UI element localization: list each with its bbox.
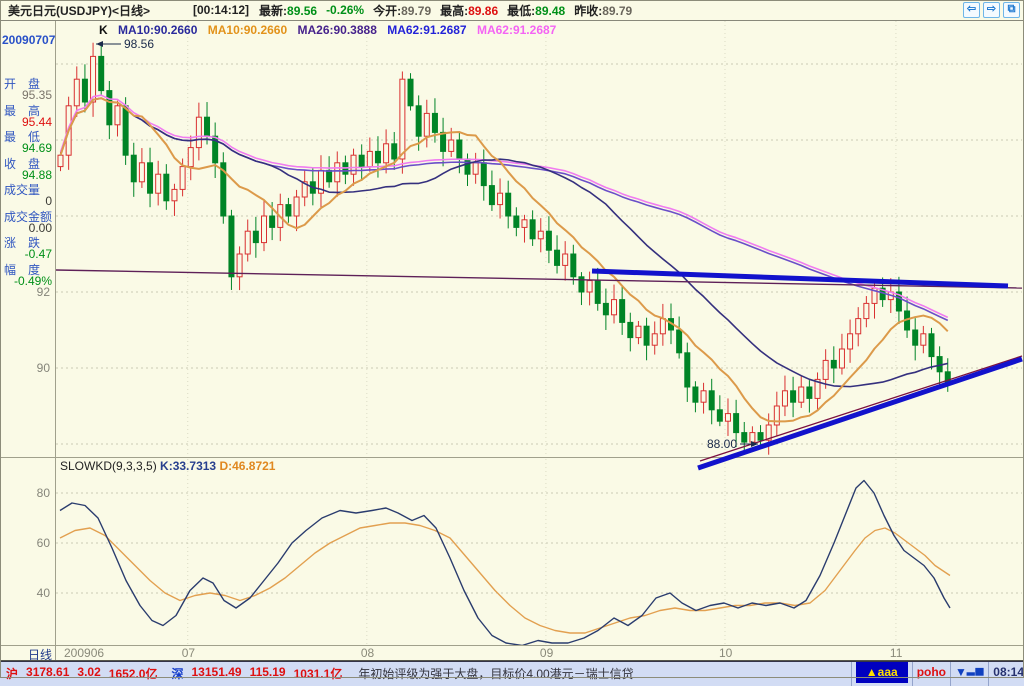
info-row-value: 0.00 xyxy=(28,220,52,235)
ma62-line xyxy=(59,97,949,322)
open-label: 今开: xyxy=(373,3,402,18)
ma-lines-group xyxy=(59,94,949,423)
kd-lines-group xyxy=(56,479,1022,645)
kd-k-line xyxy=(59,479,951,645)
divider xyxy=(988,662,990,686)
cascade-windows-icon[interactable]: ⧉ xyxy=(1003,2,1020,18)
blue-ascending-trendline[interactable] xyxy=(697,356,1023,471)
info-row-value: 94.69 xyxy=(21,141,52,155)
maroon-ascending-line[interactable] xyxy=(699,355,1023,462)
kd-indicator-header: SLOWKD(9,3,3,5) K:33.7313 D:46.8721 xyxy=(60,459,275,473)
high-label: 最高: xyxy=(440,3,469,18)
ma10-line xyxy=(59,97,949,423)
chart-type-label: K xyxy=(99,23,108,37)
status-bar: 沪 3178.61 3.02 1652.0亿 深 13151.49 115.19… xyxy=(0,661,1024,686)
latest-value: 89.56 xyxy=(287,3,318,18)
info-row-value: 95.35 xyxy=(21,88,52,102)
ma62-readout-2: MA62:91.2687 xyxy=(476,23,557,37)
prev-close-value: 89.79 xyxy=(602,3,633,18)
open-value: 89.79 xyxy=(401,3,432,18)
shenzhen-label: 深 xyxy=(171,667,184,681)
month-label: 07 xyxy=(181,646,196,660)
shenzhen-change: 115.19 xyxy=(249,665,286,679)
divider xyxy=(950,662,952,686)
shanghai-change: 3.02 xyxy=(77,665,101,679)
price-tick-label: 90 xyxy=(37,361,51,375)
filter-funnel-icon[interactable]: ▼ xyxy=(955,665,967,679)
info-row-value: 0 xyxy=(45,194,52,208)
svg-text:88.00: 88.00 xyxy=(707,437,737,451)
status-clock: 08:14 xyxy=(993,665,1024,679)
kd-name: SLOWKD(9,3,3,5) xyxy=(60,459,157,473)
up-arrow-icon: ▲ xyxy=(865,665,878,679)
info-row-label: 成交金额 xyxy=(4,209,53,224)
price-annotation: 98.56 xyxy=(96,37,154,51)
ma62-readout: MA62:91.2687 xyxy=(387,23,467,37)
period-selector-label[interactable]: 日线 xyxy=(27,648,52,662)
ma10-readout: MA10:90.2660 xyxy=(118,23,198,37)
ma62-line-2 xyxy=(59,94,949,319)
symbol-title: 美元日元(USDJPY)<日线> xyxy=(8,3,151,18)
info-row-label: 收 盘 xyxy=(4,156,41,171)
shanghai-volume: 1652.0亿 xyxy=(108,667,158,681)
svg-text:98.56: 98.56 xyxy=(124,37,154,51)
back-arrow-icon[interactable]: ⇦ xyxy=(963,2,980,18)
info-row-value: 95.44 xyxy=(21,114,52,129)
kd-tick-label: 60 xyxy=(37,536,51,550)
info-row-label: 开 盘 xyxy=(4,77,41,91)
info-row-label: 最 低 xyxy=(4,130,41,144)
high-value: 89.86 xyxy=(468,3,499,18)
connection-bars-icon[interactable]: ▂▅ xyxy=(966,665,985,676)
month-label: 09 xyxy=(539,646,554,660)
kd-k-value: K:33.7313 xyxy=(160,459,217,473)
ma10-readout-2: MA10:90.2660 xyxy=(207,23,288,37)
news-ticker[interactable]: 年初始评级为强于大盘，目标价4.00港元－瑞士信贷 xyxy=(358,667,634,681)
candles-group xyxy=(57,42,951,455)
month-label: 11 xyxy=(889,646,903,660)
divider xyxy=(911,662,913,686)
info-row-value: 94.88 xyxy=(21,167,52,182)
month-label: 10 xyxy=(718,646,733,660)
shenzhen-index: 13151.49 xyxy=(191,665,242,679)
quote-info-panel: 20090707 开 盘 95.35 最 高 95.44 最 低 94.69 收 盘 94.8… xyxy=(0,21,55,457)
kd-d-line xyxy=(59,522,951,634)
divider xyxy=(850,662,852,686)
info-row-value: -0.47 xyxy=(24,247,52,261)
prev-close-label: 昨收: xyxy=(574,3,603,18)
badge-text: aaa xyxy=(877,665,898,679)
kd-d-value: D:46.8721 xyxy=(219,459,276,473)
session-countdown: [00:14:12] xyxy=(193,3,250,17)
info-row-label: 幅 度 xyxy=(4,262,41,277)
info-row-value: -0.49% xyxy=(13,273,52,288)
kd-tick-label: 80 xyxy=(37,486,51,500)
month-label: 08 xyxy=(360,646,375,660)
low-value: 89.48 xyxy=(535,3,566,18)
month-label: 200906 xyxy=(64,646,105,660)
low-label: 最低: xyxy=(507,3,536,18)
shanghai-index: 3178.61 xyxy=(26,665,70,679)
purple-horizontal-line[interactable] xyxy=(55,269,1023,289)
ma-indicator-bar: K MA10:90.2660 MA10:90.2660 MA26:90.3888… xyxy=(99,23,563,37)
user-level-badge[interactable]: ▲aaa xyxy=(855,662,908,683)
kd-tick-label: 40 xyxy=(37,586,51,600)
ma26-readout: MA26:90.3888 xyxy=(297,23,377,37)
ma26-line xyxy=(59,97,948,388)
info-row-label: 涨 跌 xyxy=(4,236,41,250)
latest-label: 最新: xyxy=(259,3,288,18)
price-tick-label: 92 xyxy=(37,285,51,299)
cursor-date: 20090707 xyxy=(2,33,56,47)
info-row-label: 最 高 xyxy=(4,103,41,118)
top-quote-bar: 美元日元(USDJPY)<日线> [00:14:12] 最新:89.56 -0.… xyxy=(0,0,1024,21)
price-annotation: 88.00 xyxy=(707,437,758,451)
forward-arrow-icon[interactable]: ⇨ xyxy=(983,2,1000,18)
username[interactable]: poho xyxy=(916,665,947,679)
info-row-label: 成交量 xyxy=(4,183,41,197)
shanghai-label: 沪 xyxy=(6,667,19,681)
shenzhen-volume: 1031.1亿 xyxy=(293,667,343,681)
blue-descending-trendline[interactable] xyxy=(591,268,1009,289)
time-axis-row: 日线 200906 07 08 09 10 11 xyxy=(0,646,1024,662)
change-percent: -0.26% xyxy=(326,3,365,17)
